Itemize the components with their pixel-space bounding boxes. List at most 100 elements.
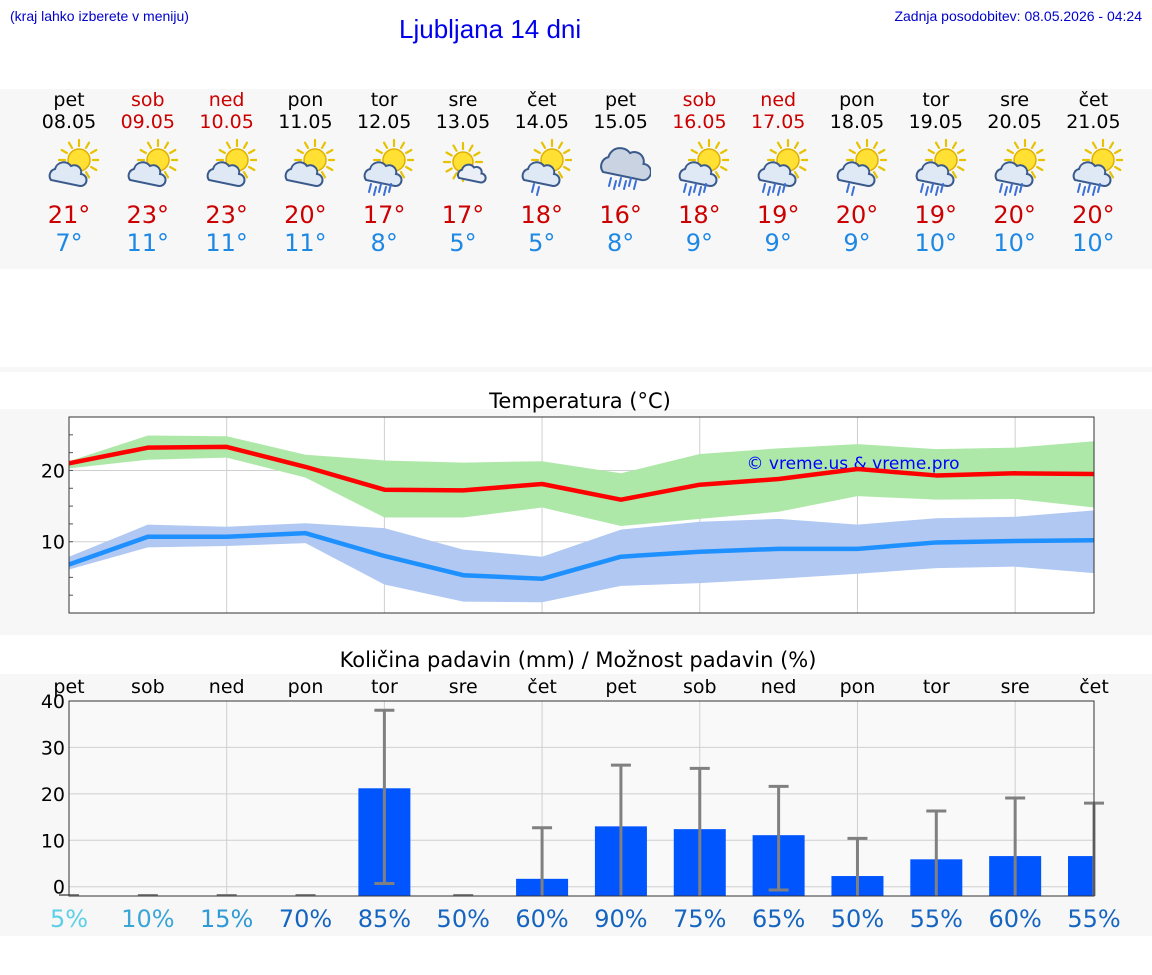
temperature-min: 9° <box>843 229 871 257</box>
precipitation-chart: Količina padavin (mm) / Možnost padavin … <box>41 648 1121 933</box>
forecast-day: sob 16.05 18° 9° <box>660 89 739 257</box>
temperature-max: 17° <box>362 201 406 229</box>
sun-cloud-light-rain-icon <box>521 138 572 196</box>
day-name: čet <box>1078 89 1109 111</box>
temperature-min: 9° <box>685 229 714 257</box>
sun-small-cloud-icon <box>424 135 503 201</box>
precipitation-probability: 55% <box>910 905 963 933</box>
temperature-min: 10° <box>1072 229 1115 257</box>
temperature-min: 11° <box>284 229 327 257</box>
y-tick-label: 20 <box>41 784 65 806</box>
temperature-min: 11° <box>205 229 248 257</box>
forecast-day: pon 18.05 20° 9° <box>818 89 897 257</box>
day-date: 16.05 <box>672 111 727 133</box>
sun-cloud-rain-icon <box>1054 135 1133 201</box>
temperature-max: 20° <box>993 201 1036 229</box>
day-name: čet <box>527 89 557 111</box>
precipitation-probability: 15% <box>200 905 253 933</box>
temperature-min: 5° <box>528 229 556 257</box>
temperature-min: 7° <box>55 229 83 257</box>
temperature-chart: Temperatura (°C) 10 20 © vreme.us & vreme.p… <box>41 389 1095 614</box>
temperature-min: 9° <box>764 229 792 257</box>
min-temperature-line <box>68 530 1095 582</box>
category-label: sob <box>131 676 165 698</box>
forecast-day: sob 09.05 23° 11° <box>108 89 187 257</box>
temperature-min: 8° <box>606 229 635 257</box>
temperature-max: 20° <box>835 201 879 229</box>
max-temperature-line <box>68 444 1095 502</box>
day-date: 13.05 <box>435 111 491 133</box>
category-label: čet <box>1079 676 1109 698</box>
cloud-rain-icon <box>599 147 651 190</box>
plot-frame <box>68 700 1095 897</box>
section-divider <box>0 367 1152 372</box>
day-name: tor <box>922 89 950 111</box>
category-label: čet <box>527 676 557 698</box>
category-label: ned <box>209 676 245 698</box>
y-tick-label: 10 <box>41 830 65 852</box>
precipitation-probability: 85% <box>358 905 411 933</box>
sun-cloud-rain-icon <box>363 138 415 196</box>
sun-cloud-rain-icon <box>757 138 809 196</box>
precipitation-probability: 55% <box>1067 905 1120 933</box>
sun-small-cloud-icon <box>442 141 487 184</box>
day-name: pet <box>604 89 637 111</box>
temperature-min: 11° <box>126 229 170 257</box>
temperature-min: 10° <box>993 229 1036 257</box>
precipitation-chart-title: Količina padavin (mm) / Možnost padavin … <box>340 648 817 672</box>
sun-cloud-icon <box>285 138 336 187</box>
sun-cloud-light-rain-icon <box>502 135 581 201</box>
day-date: 12.05 <box>356 111 412 133</box>
temperature-max: 16° <box>599 201 642 229</box>
category-label: pet <box>53 676 84 698</box>
temperature-max: 18° <box>678 201 721 229</box>
sun-cloud-rain-icon <box>660 135 739 201</box>
sun-cloud-rain-icon <box>1073 138 1124 196</box>
temperature-max: 23° <box>126 201 170 229</box>
temperature-max: 23° <box>205 201 248 229</box>
temperature-max: 19° <box>914 201 958 229</box>
day-date: 15.05 <box>593 111 648 133</box>
y-tick-label: 10 <box>41 532 65 554</box>
sun-cloud-icon <box>266 135 345 201</box>
forecast-day: pon 11.05 20° 11° <box>266 89 345 257</box>
day-date: 09.05 <box>120 111 175 133</box>
y-tick-label: 20 <box>41 460 65 482</box>
precipitation-probability: 50% <box>437 905 490 933</box>
sun-cloud-rain-icon <box>975 135 1054 201</box>
temperature-min: 10° <box>914 229 958 257</box>
sun-cloud-icon <box>30 135 109 201</box>
sun-cloud-rain-icon <box>896 135 975 201</box>
sun-cloud-icon <box>206 138 257 187</box>
day-name: sob <box>682 89 717 111</box>
precipitation-probability: 75% <box>673 905 726 933</box>
y-tick-label: 0 <box>53 877 65 899</box>
plot-frame <box>68 416 1095 614</box>
sun-cloud-rain-icon <box>345 135 424 201</box>
forecast-day: tor 19.05 19° 10° <box>896 89 975 257</box>
category-label: ned <box>761 676 797 698</box>
forecast-day: ned 10.05 23° 11° <box>187 89 266 257</box>
sun-cloud-light-rain-icon <box>818 135 897 201</box>
sun-cloud-rain-icon <box>994 138 1045 196</box>
forecast-day: čet 21.05 20° 10° <box>1054 89 1133 257</box>
day-date: 20.05 <box>987 111 1042 133</box>
precipitation-probability: 5% <box>50 905 88 933</box>
forecast-day: pet 15.05 16° 8° <box>581 89 660 257</box>
location-hint[interactable]: (kraj lahko izberete v meniju) <box>10 8 189 24</box>
temperature-max: 18° <box>520 201 564 229</box>
sun-cloud-rain-icon <box>679 138 730 196</box>
day-date: 14.05 <box>514 111 569 133</box>
day-name: sre <box>1000 89 1030 111</box>
cloud-rain-icon <box>581 135 660 201</box>
forecast-day: sre 13.05 17° 5° <box>424 89 503 257</box>
watermark: © vreme.us & vreme.pro <box>746 454 959 474</box>
last-updated: Zadnja posodobitev: 08.05.2026 - 04:24 <box>894 8 1142 24</box>
forecast-day: ned 17.05 19° 9° <box>739 89 818 257</box>
precipitation-probability: 90% <box>594 905 647 933</box>
temperature-min: 8° <box>370 229 398 257</box>
day-date: 21.05 <box>1066 111 1121 133</box>
sun-cloud-rain-icon <box>739 135 818 201</box>
sun-cloud-icon <box>127 138 178 187</box>
day-date: 17.05 <box>750 111 806 133</box>
